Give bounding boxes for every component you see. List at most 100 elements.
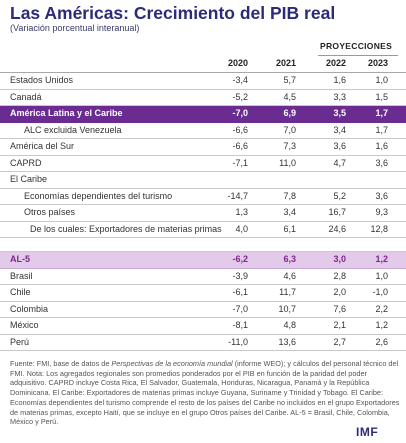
table-row: Canadá -5,2 4,5 3,3 1,5 bbox=[0, 90, 406, 106]
table-cell: 7,3 bbox=[283, 141, 296, 151]
table-body: Estados Unidos -3,4 5,7 1,6 1,0 Canadá -5,2 4,5… bbox=[0, 73, 406, 351]
table-cell: 3,3 bbox=[333, 91, 346, 102]
table-cell: 1,0 bbox=[375, 270, 388, 281]
row-label: Colombia bbox=[10, 303, 49, 314]
row-label: Canadá bbox=[10, 91, 42, 102]
table-cell: -1,0 bbox=[372, 287, 388, 297]
row-label: Estados Unidos bbox=[10, 75, 74, 85]
projections-label: PROYECCIONES bbox=[320, 41, 393, 51]
table-cell: -3,4 bbox=[232, 75, 248, 85]
table-cell: 6,9 bbox=[283, 108, 296, 118]
table-cell: 3,4 bbox=[283, 207, 296, 217]
table-row: México -8,1 4,8 2,1 1,2 bbox=[0, 318, 406, 335]
table-header-row: 2020 2021 2022 2023 bbox=[0, 56, 406, 73]
table-cell: 11,0 bbox=[279, 157, 296, 168]
row-label: AL-5 bbox=[10, 254, 30, 264]
row-label: América del Sur bbox=[10, 141, 75, 151]
table-cell: 2,2 bbox=[375, 303, 388, 314]
imf-logo: IMF bbox=[356, 425, 379, 439]
table-cell: 2,6 bbox=[375, 336, 388, 347]
row-label: Perú bbox=[10, 336, 30, 347]
table-row: Perú -11,0 13,6 2,7 2,6 bbox=[0, 335, 406, 351]
table-cell: 4,0 bbox=[235, 223, 248, 234]
table-cell: 1,5 bbox=[375, 91, 388, 102]
table-cell: -8,1 bbox=[232, 320, 248, 330]
table-row: América del Sur -6,6 7,3 3,6 1,6 bbox=[0, 139, 406, 156]
year-header: 2021 bbox=[275, 58, 296, 68]
row-label: CAPRD bbox=[10, 157, 42, 168]
table-cell: 6,3 bbox=[283, 254, 296, 264]
table-row: Economías dependientes del turismo -14,7 7… bbox=[0, 189, 406, 205]
table-cell: -6,2 bbox=[232, 254, 248, 264]
table-row: Chile -6,1 11,7 2,0 -1,0 bbox=[0, 285, 406, 302]
table-cell: 1,2 bbox=[375, 320, 388, 330]
table-cell: 7,0 bbox=[283, 124, 296, 135]
table-row: El Caribe bbox=[0, 172, 406, 189]
table-cell: 3,5 bbox=[333, 108, 346, 118]
table-spacer-row bbox=[0, 238, 406, 252]
row-label: De los cuales: Exportadores de materias … bbox=[30, 223, 222, 234]
note-text: Nota: Los agregados regionales son prome… bbox=[10, 368, 400, 427]
table-cell: 9,3 bbox=[375, 207, 388, 217]
row-label: Economías dependientes del turismo bbox=[24, 190, 173, 201]
table-row: Brasil -3,9 4,6 2,8 1,0 bbox=[0, 269, 406, 285]
projections-rule bbox=[318, 55, 398, 56]
table-cell: 4,7 bbox=[333, 157, 346, 168]
table-cell: -14,7 bbox=[227, 190, 248, 201]
table-cell: -6,6 bbox=[232, 124, 248, 135]
table-cell: 5,2 bbox=[333, 190, 346, 201]
table-cell: 4,6 bbox=[283, 270, 296, 281]
row-label: Chile bbox=[10, 287, 31, 297]
table-cell: 7,8 bbox=[283, 190, 296, 201]
table-cell: 3,4 bbox=[333, 124, 346, 135]
table-cell: -7,1 bbox=[232, 157, 248, 168]
year-header: 2022 bbox=[325, 58, 346, 68]
source-note: Fuente: FMI, base de datos de Perspectiv… bbox=[10, 359, 399, 378]
row-label: El Caribe bbox=[10, 174, 48, 184]
table-cell: -7,0 bbox=[232, 108, 248, 118]
table-cell: 1,7 bbox=[375, 124, 388, 135]
table-cell: 3,6 bbox=[375, 157, 388, 168]
table-cell: 12,8 bbox=[370, 223, 388, 234]
page-title: Las Américas: Crecimiento del PIB real bbox=[10, 3, 336, 23]
row-label: México bbox=[10, 320, 39, 330]
table-cell: 4,8 bbox=[283, 320, 296, 330]
table-cell: 16,7 bbox=[328, 207, 346, 217]
table-cell: 3,0 bbox=[333, 254, 346, 264]
table-row: América Latina y el Caribe -7,0 6,9 3,5 1,7 bbox=[0, 106, 406, 123]
table-cell: 1,0 bbox=[375, 75, 388, 85]
row-label: América Latina y el Caribe bbox=[10, 108, 123, 118]
table-cell: -11,0 bbox=[228, 336, 248, 347]
table-cell: 2,1 bbox=[333, 320, 346, 330]
table-cell: 1,6 bbox=[375, 141, 388, 151]
table-cell: 13,6 bbox=[278, 336, 296, 347]
table-cell: 7,6 bbox=[333, 303, 346, 314]
table-cell: -5,2 bbox=[232, 91, 248, 102]
table-row: Colombia -7,0 10,7 7,6 2,2 bbox=[0, 302, 406, 318]
table-row: CAPRD -7,1 11,0 4,7 3,6 bbox=[0, 156, 406, 172]
table-cell: -3,9 bbox=[232, 270, 248, 281]
table-cell: 3,6 bbox=[333, 141, 346, 151]
page-subtitle: (Variación porcentual interanual) bbox=[10, 23, 140, 33]
table-cell: 4,5 bbox=[283, 91, 296, 102]
table-row: Estados Unidos -3,4 5,7 1,6 1,0 bbox=[0, 73, 406, 90]
year-header: 2020 bbox=[227, 58, 248, 68]
table-cell: 5,7 bbox=[283, 75, 296, 85]
gdp-table: 2020 2021 2022 2023 Estados Unidos -3,4 5,… bbox=[0, 56, 406, 351]
table-row: Otros países 1,3 3,4 16,7 9,3 bbox=[0, 205, 406, 222]
table-cell: 10,7 bbox=[278, 303, 296, 314]
table-row: ALC excluida Venezuela -6,6 7,0 3,4 1,7 bbox=[0, 123, 406, 139]
table-cell: 2,8 bbox=[333, 270, 346, 281]
table-cell: -6,1 bbox=[232, 287, 248, 297]
table-cell: 2,7 bbox=[333, 336, 346, 347]
table-cell: -6,6 bbox=[232, 141, 248, 151]
table-cell: 1,2 bbox=[375, 254, 388, 264]
table-row: De los cuales: Exportadores de materias … bbox=[0, 222, 406, 238]
table-cell: 3,6 bbox=[375, 190, 388, 201]
footnotes: Fuente: FMI, base de datos de Perspectiv… bbox=[10, 359, 402, 427]
table-cell: 24,6 bbox=[328, 223, 346, 234]
table-cell: 2,0 bbox=[333, 287, 346, 297]
table-cell: 1,6 bbox=[333, 75, 346, 85]
table-cell: 1,7 bbox=[375, 108, 388, 118]
table-cell: -7,0 bbox=[232, 303, 248, 314]
